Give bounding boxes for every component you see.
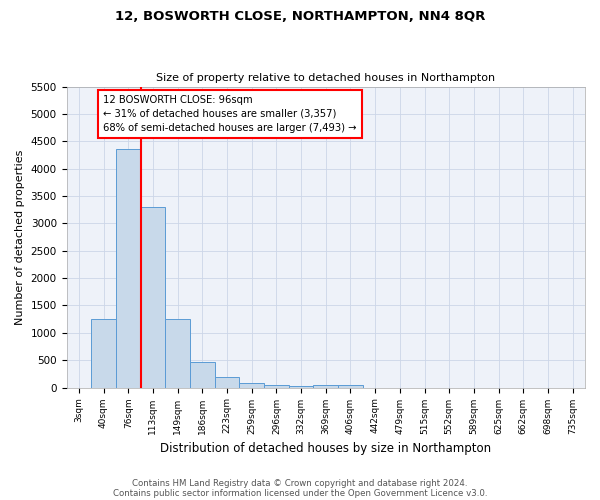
Bar <box>289 386 313 388</box>
Bar <box>313 385 338 388</box>
Text: 12, BOSWORTH CLOSE, NORTHAMPTON, NN4 8QR: 12, BOSWORTH CLOSE, NORTHAMPTON, NN4 8QR <box>115 10 485 23</box>
X-axis label: Distribution of detached houses by size in Northampton: Distribution of detached houses by size … <box>160 442 491 455</box>
Bar <box>239 382 264 388</box>
Text: Contains public sector information licensed under the Open Government Licence v3: Contains public sector information licen… <box>113 488 487 498</box>
Bar <box>190 362 215 388</box>
Y-axis label: Number of detached properties: Number of detached properties <box>15 150 25 325</box>
Bar <box>338 385 363 388</box>
Title: Size of property relative to detached houses in Northampton: Size of property relative to detached ho… <box>156 73 496 83</box>
Bar <box>264 385 289 388</box>
Bar <box>140 207 165 388</box>
Text: 12 BOSWORTH CLOSE: 96sqm
← 31% of detached houses are smaller (3,357)
68% of sem: 12 BOSWORTH CLOSE: 96sqm ← 31% of detach… <box>103 95 356 133</box>
Bar <box>215 376 239 388</box>
Bar <box>91 319 116 388</box>
Bar <box>165 319 190 388</box>
Text: Contains HM Land Registry data © Crown copyright and database right 2024.: Contains HM Land Registry data © Crown c… <box>132 478 468 488</box>
Bar <box>116 150 140 388</box>
